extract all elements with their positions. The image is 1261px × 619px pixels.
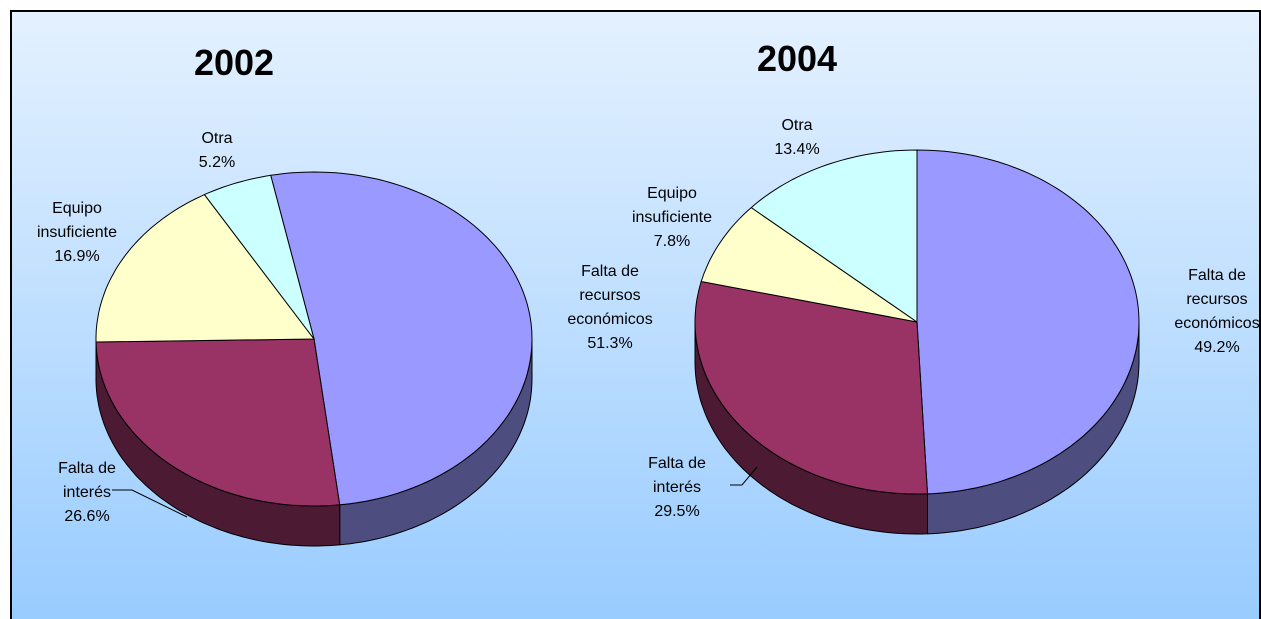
charts [95, 149, 1140, 547]
slice-label: Otra [201, 130, 233, 147]
slice-label: Equipo insuficiente [36, 200, 118, 241]
pie-slice [95, 338, 341, 507]
slice-value-label: 5.2% [198, 154, 236, 171]
slice-value-label: 13.4% [774, 141, 820, 158]
slice-label: Falta de interés [58, 460, 116, 501]
slice-value-label: 26.6% [64, 508, 110, 525]
pie-slice [916, 149, 1140, 495]
slice-value-label: 51.3% [587, 335, 633, 352]
slice-value-label: 29.5% [654, 503, 700, 520]
chart-title: 2004 [756, 38, 838, 79]
pie-slice [203, 174, 315, 340]
pie-slice [750, 149, 918, 323]
slice-label: Falta de interés [648, 455, 706, 496]
slice-value-label: 7.8% [653, 233, 691, 250]
pie-slice [700, 206, 918, 323]
leader-line [730, 466, 758, 486]
slice-label: Falta de recursos económicos [1174, 267, 1260, 332]
pie-slice [270, 171, 533, 506]
chart-area: 2002 Falta de recursos económicos 51.3% Fal… [10, 10, 1261, 619]
slice-label: Otra [781, 117, 813, 134]
chart-title: 2002 [193, 42, 275, 83]
leader-line [112, 489, 188, 518]
slice-label: Falta de recursos económicos [567, 263, 653, 328]
pie-slice [694, 280, 929, 495]
pie-slice [95, 193, 315, 343]
slice-value-label: 49.2% [1194, 339, 1240, 356]
slice-value-label: 16.9% [54, 248, 100, 265]
slice-label: Equipo insuficiente [631, 185, 713, 226]
